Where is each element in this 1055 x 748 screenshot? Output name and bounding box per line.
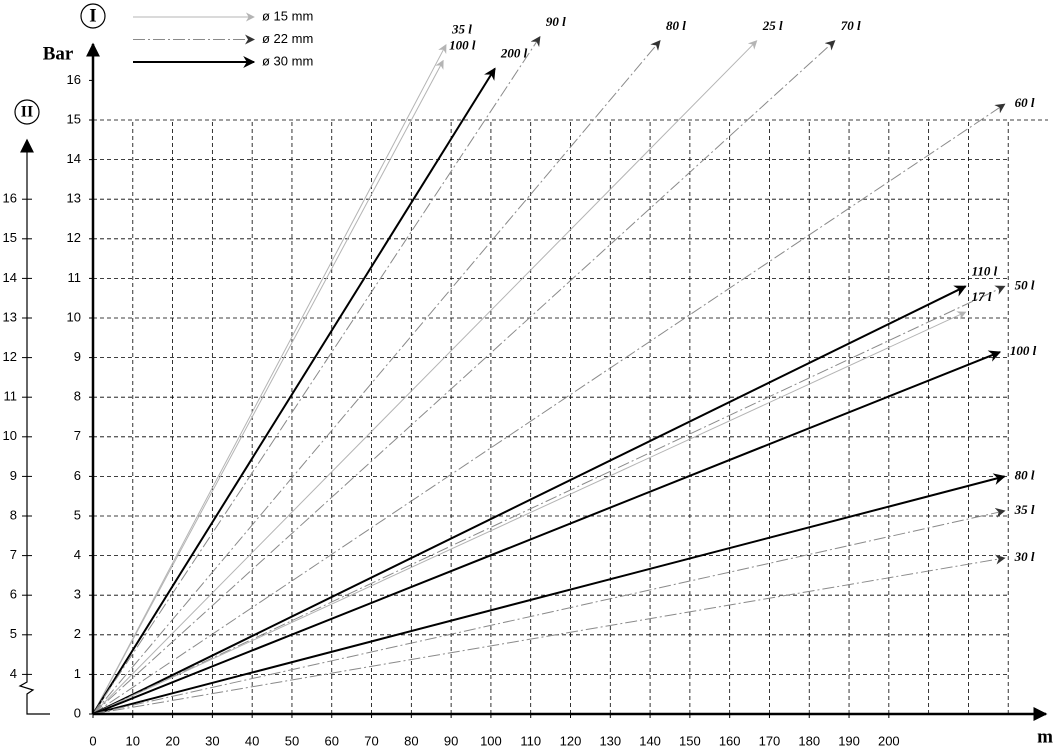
x-tick-label: 170 bbox=[759, 733, 781, 748]
series-label: 70 l bbox=[841, 18, 861, 33]
y-axis-label: Bar bbox=[43, 43, 74, 64]
legend: ø 15 mm ø 22 mm ø 30 mm bbox=[133, 8, 313, 68]
y-tick-label: 1 bbox=[74, 666, 81, 681]
legend-label: ø 15 mm bbox=[262, 8, 313, 23]
x-tick-label: 130 bbox=[599, 733, 621, 748]
legend-label: ø 30 mm bbox=[262, 53, 313, 68]
grid bbox=[93, 119, 1048, 714]
x-tick-label: 40 bbox=[245, 733, 259, 748]
y-tick-label: 14 bbox=[67, 151, 81, 166]
series-line bbox=[92, 285, 967, 715]
axis-marker: II bbox=[21, 104, 33, 121]
x-tick-label: 10 bbox=[126, 733, 140, 748]
y2-tick-label: 8 bbox=[10, 507, 17, 522]
x-tick-label: 70 bbox=[364, 733, 378, 748]
series-line bbox=[92, 44, 447, 715]
y2-tick-label: 7 bbox=[10, 547, 17, 562]
series-line bbox=[92, 554, 1006, 715]
series-label: 35 l bbox=[1014, 502, 1035, 517]
series-line bbox=[92, 507, 1006, 715]
y-tick-label: 0 bbox=[74, 705, 81, 720]
x-tick-label: 160 bbox=[719, 733, 741, 748]
axis-marker-circle bbox=[14, 99, 40, 125]
x-tick-label: 190 bbox=[838, 733, 860, 748]
series-label: 100 l bbox=[449, 38, 476, 53]
series-label: 25 l bbox=[762, 18, 783, 33]
series-label: 30 l bbox=[1014, 549, 1035, 564]
y-tick-label: 15 bbox=[67, 111, 81, 126]
legend-label: ø 22 mm bbox=[262, 31, 313, 46]
y2-tick-label: 16 bbox=[3, 191, 17, 206]
series-line bbox=[92, 67, 496, 715]
series-label: 110 l bbox=[972, 263, 998, 278]
x-tick-label: 120 bbox=[560, 733, 582, 748]
y2-tick-label: 10 bbox=[3, 428, 17, 443]
y-tick-label: 13 bbox=[67, 191, 81, 206]
y-tick-label: 5 bbox=[74, 507, 81, 522]
axes: I II Bar m 0 10 20 30 40 50 60 70 80 90 100 110 120 1… bbox=[3, 3, 1053, 748]
y2-tick-label: 5 bbox=[10, 626, 17, 641]
y2-tick-label: 9 bbox=[10, 468, 17, 483]
y-tick-label: 4 bbox=[74, 547, 81, 562]
series-line bbox=[92, 103, 1006, 715]
y2-axis-break bbox=[18, 674, 50, 715]
series-line bbox=[92, 473, 1006, 715]
x-axis-label: m bbox=[1037, 726, 1053, 747]
x-tick-label: 150 bbox=[679, 733, 701, 748]
series-label: 50 l bbox=[1015, 277, 1035, 292]
axis-marker: I bbox=[89, 5, 96, 26]
y-tick-label: 8 bbox=[74, 389, 81, 404]
series-line bbox=[92, 285, 1006, 715]
y-tick-label: 12 bbox=[67, 230, 81, 245]
x-tick-label: 140 bbox=[639, 733, 661, 748]
y2-tick-label: 4 bbox=[10, 666, 17, 681]
y2-tick-label: 12 bbox=[3, 349, 17, 364]
series-label: 35 l bbox=[451, 22, 472, 37]
y-tick-label: 6 bbox=[74, 468, 81, 483]
x-tick-label: 50 bbox=[285, 733, 299, 748]
x-tick-label: 110 bbox=[520, 733, 541, 748]
y-tick-label: 2 bbox=[74, 626, 81, 641]
series-label: 80 l bbox=[666, 18, 686, 33]
x-tick-label: 180 bbox=[798, 733, 820, 748]
series-label: 17 l bbox=[972, 289, 992, 304]
series-label: 100 l bbox=[1010, 343, 1037, 358]
y-tick-label: 10 bbox=[67, 309, 81, 324]
x-tick-label: 30 bbox=[205, 733, 219, 748]
y-tick-label: 11 bbox=[68, 270, 82, 285]
series-line bbox=[92, 35, 541, 715]
x-tick-label: 100 bbox=[480, 733, 502, 748]
x-tick-label: 0 bbox=[89, 733, 96, 748]
y-tick-label: 16 bbox=[67, 72, 81, 87]
x-tick-label: 200 bbox=[878, 733, 900, 748]
y2-tick-label: 13 bbox=[3, 309, 17, 324]
axis-marker-circle bbox=[80, 3, 106, 29]
series-line bbox=[92, 40, 836, 715]
series-label: 90 l bbox=[546, 14, 566, 29]
series-line bbox=[92, 59, 444, 715]
x-tick-label: 90 bbox=[444, 733, 458, 748]
series-line bbox=[92, 311, 967, 715]
x-tick-label: 20 bbox=[165, 733, 179, 748]
series-label: 200 l bbox=[500, 46, 528, 61]
series-line bbox=[92, 350, 1002, 715]
series-line bbox=[92, 40, 661, 715]
x-tick-label: 80 bbox=[404, 733, 418, 748]
y2-tick-label: 11 bbox=[4, 389, 18, 404]
y-tick-label: 9 bbox=[74, 349, 81, 364]
series-label: 80 l bbox=[1015, 467, 1035, 482]
y-tick-label: 3 bbox=[74, 587, 81, 602]
series-line bbox=[92, 40, 758, 715]
x-tick-label: 60 bbox=[325, 733, 339, 748]
series-label: 60 l bbox=[1015, 95, 1035, 110]
y-tick-label: 7 bbox=[74, 428, 81, 443]
y2-tick-label: 15 bbox=[3, 230, 17, 245]
y2-tick-label: 14 bbox=[3, 270, 17, 285]
y2-tick-label: 6 bbox=[10, 587, 17, 602]
